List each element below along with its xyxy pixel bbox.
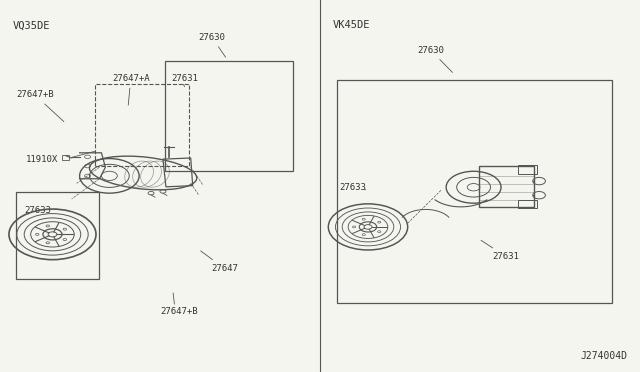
Text: VK45DE: VK45DE (333, 20, 371, 31)
Bar (165, 61, 293, 171)
Text: VQ35DE: VQ35DE (13, 20, 51, 31)
Bar (337, 80, 612, 303)
Bar (518, 165, 537, 174)
Text: 27647+B: 27647+B (16, 90, 64, 122)
Bar (479, 166, 534, 208)
Text: 27631: 27631 (172, 74, 198, 83)
Text: 27647: 27647 (200, 251, 238, 273)
Bar (16, 192, 99, 279)
Text: 27633: 27633 (339, 183, 366, 192)
Bar (95, 84, 189, 166)
Text: 27630: 27630 (198, 33, 226, 57)
Text: 27633: 27633 (24, 206, 51, 215)
Text: 27631: 27631 (481, 240, 520, 261)
Bar (518, 199, 537, 208)
Text: 11910X: 11910X (26, 155, 58, 164)
Text: 27630: 27630 (417, 46, 452, 73)
Text: 27647+A: 27647+A (112, 74, 150, 105)
Bar (61, 154, 68, 160)
Text: J274004D: J274004D (580, 351, 627, 361)
Text: 27647+B: 27647+B (160, 307, 198, 316)
